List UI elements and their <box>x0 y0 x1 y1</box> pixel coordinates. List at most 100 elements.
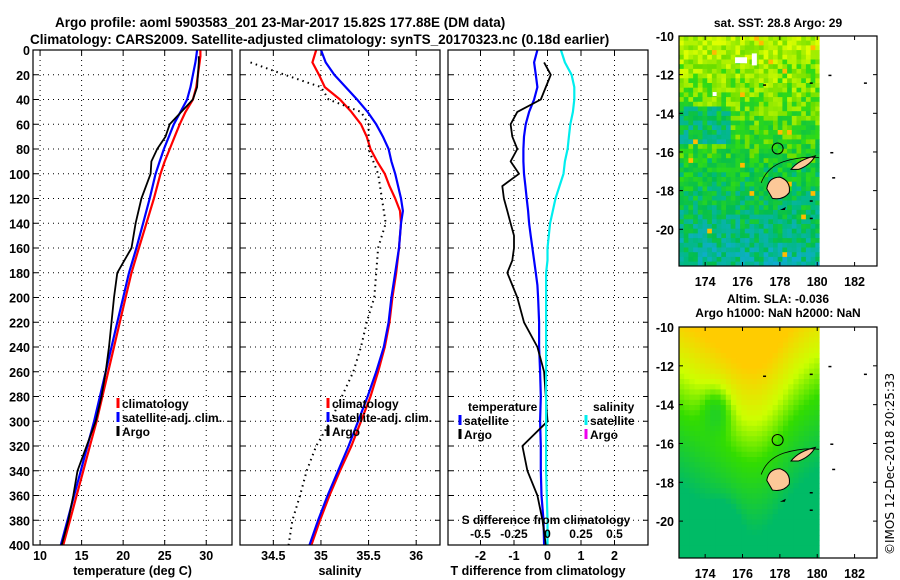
heatmap-cell <box>716 36 722 42</box>
heatmap-cell <box>796 209 802 216</box>
heatmap-cell <box>788 358 794 364</box>
heatmap-cell <box>746 503 753 510</box>
heatmap-cell <box>783 514 789 520</box>
heatmap-cell <box>757 353 763 359</box>
heatmap-cell <box>702 252 708 258</box>
heatmap-cell <box>689 425 696 432</box>
heatmap-cell <box>791 247 797 253</box>
heatmap-cell <box>744 54 750 60</box>
heatmap-cell <box>684 555 690 559</box>
heatmap-cell <box>814 399 820 406</box>
heatmap-cell <box>814 358 820 364</box>
heatmap-cell <box>791 252 797 258</box>
heatmap-cell <box>702 106 708 112</box>
heatmap-cell <box>803 363 810 370</box>
heatmap-cell <box>699 503 706 510</box>
heatmap-cell <box>702 50 708 56</box>
heatmap-cell <box>782 36 788 42</box>
heatmap-cell <box>744 153 750 159</box>
heatmap-cell <box>679 167 685 173</box>
heatmap-cell <box>721 242 727 248</box>
heatmap-cell <box>787 205 793 211</box>
heatmap-cell <box>726 177 732 183</box>
heatmap-cell <box>758 238 765 244</box>
heatmap-cell <box>782 233 788 239</box>
heatmap-cell <box>751 347 758 354</box>
heatmap-cell <box>762 327 768 333</box>
heatmap-cell <box>694 425 701 432</box>
heatmap-cell <box>683 78 689 84</box>
heatmap-cell <box>787 148 793 154</box>
heatmap-cell <box>721 205 727 211</box>
heatmap-cell <box>803 529 810 536</box>
heatmap-cell <box>735 252 741 258</box>
heatmap-cell <box>702 162 708 169</box>
heatmap-cell <box>711 36 718 42</box>
heatmap-cell <box>707 68 713 75</box>
heatmap-cell <box>803 503 810 510</box>
heatmap-cell <box>741 389 748 396</box>
heatmap-cell <box>763 125 769 131</box>
heatmap-cell <box>767 451 774 458</box>
heatmap-cell <box>715 498 722 505</box>
heatmap-cell <box>798 327 805 333</box>
heatmap-cell <box>768 101 774 107</box>
heatmap-cell <box>694 431 701 437</box>
heatmap-cell <box>741 379 748 385</box>
heatmap-cell <box>697 162 703 169</box>
heatmap-cell <box>754 45 760 51</box>
heatmap-cell <box>699 373 706 380</box>
heatmap-cell <box>688 115 694 122</box>
heatmap-cell <box>815 92 820 98</box>
heatmap-cell <box>772 457 779 463</box>
heatmap-cell <box>699 467 706 474</box>
heatmap-cell <box>777 45 783 51</box>
heatmap-cell <box>689 337 696 344</box>
heatmap-cell <box>783 363 789 370</box>
heatmap-cell <box>798 394 805 401</box>
heatmap-cell <box>805 200 812 206</box>
heatmap-cell <box>711 130 718 136</box>
heatmap-cell <box>749 120 755 126</box>
heatmap-cell <box>715 410 722 416</box>
heatmap-cell <box>768 78 774 84</box>
heatmap-cell <box>768 224 774 230</box>
heatmap-cell <box>801 247 807 253</box>
heatmap-cell <box>772 394 779 401</box>
figure-title-line2: Climatology: CARS2009. Satellite-adjuste… <box>30 32 609 47</box>
heatmap-cell <box>710 337 716 344</box>
heatmap-cell <box>744 256 750 263</box>
heatmap-cell <box>762 337 768 344</box>
heatmap-cell <box>763 111 769 117</box>
heatmap-cell <box>730 195 736 201</box>
heatmap-cell <box>810 97 816 103</box>
heatmap-cell <box>716 261 722 267</box>
heatmap-cell <box>697 73 703 79</box>
heatmap-cell <box>730 97 736 103</box>
heatmap-cell <box>705 529 711 536</box>
heatmap-cell <box>744 106 750 112</box>
heatmap-cell <box>798 472 805 479</box>
heatmap-cell <box>803 550 810 557</box>
heatmap-cell <box>782 144 788 150</box>
heatmap-cell <box>805 177 812 183</box>
heatmap-cell <box>793 488 800 494</box>
heatmap-cell <box>697 167 703 173</box>
heatmap-cell <box>688 45 694 51</box>
heatmap-cell <box>787 195 793 201</box>
heatmap-cell <box>796 153 802 159</box>
heatmap-cell <box>683 167 689 173</box>
heatmap-cell <box>689 472 696 479</box>
heatmap-cell <box>744 87 750 93</box>
heatmap-cell <box>793 483 800 489</box>
heatmap-cell <box>736 358 742 364</box>
heatmap-cell <box>777 550 784 557</box>
heatmap-cell <box>711 177 718 183</box>
heatmap-cell <box>710 332 716 338</box>
heatmap-cell <box>679 40 685 46</box>
y-tick-label: 220 <box>9 316 30 330</box>
heatmap-cell <box>720 550 727 557</box>
heatmap-cell <box>730 92 736 98</box>
heatmap-cell <box>814 493 820 500</box>
heatmap-cell <box>740 144 746 150</box>
